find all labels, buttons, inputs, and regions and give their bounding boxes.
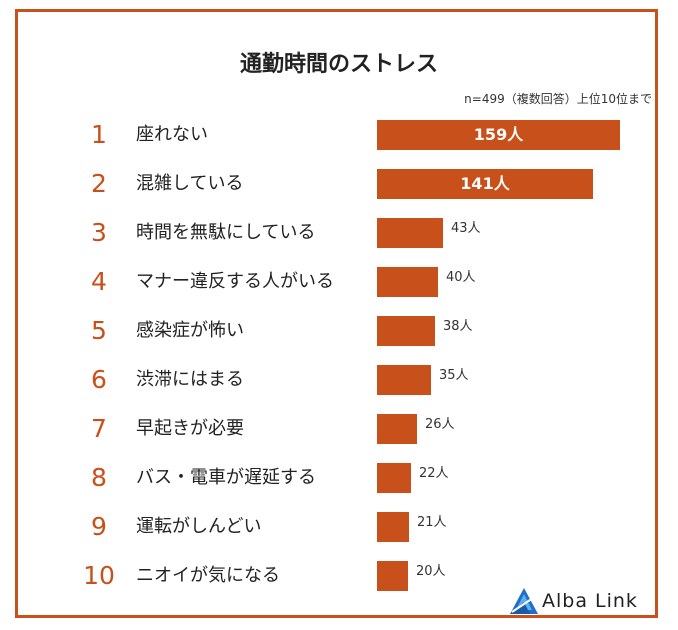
value-label: 21人: [417, 515, 447, 530]
bar-row: 4 マナー違反する人がいる 40人: [0, 267, 678, 297]
chart-title: 通勤時間のストレス: [239, 52, 438, 77]
chart-frame: [15, 9, 658, 618]
rank-number: 8: [91, 463, 107, 492]
value-label: 26人: [425, 417, 455, 432]
category-label: バス・電車が遅延する: [136, 467, 316, 488]
category-label: ニオイが気になる: [136, 565, 280, 586]
value-label: 35人: [439, 368, 469, 383]
bar: [377, 414, 417, 444]
category-label: マナー違反する人がいる: [136, 271, 334, 292]
bar-row: 6 渋滞にはまる 35人: [0, 365, 678, 395]
bar-row: 7 早起きが必要 26人: [0, 414, 678, 444]
category-label: 時間を無駄にしている: [136, 222, 316, 243]
rank-number: 10: [83, 561, 115, 590]
bar: [377, 218, 443, 248]
bar-row: 5 感染症が怖い 38人: [0, 316, 678, 346]
value-label: 40人: [446, 270, 476, 285]
rank-number: 4: [91, 267, 107, 296]
bar: [377, 120, 620, 150]
value-label: 20人: [416, 564, 446, 579]
bar: [377, 463, 411, 493]
category-label: 早起きが必要: [136, 418, 244, 439]
bar: [377, 512, 409, 542]
bar: [377, 365, 431, 395]
rank-number: 7: [91, 414, 107, 443]
bar: [377, 316, 435, 346]
rank-number: 2: [91, 169, 107, 198]
brand-logo: Alba Link: [508, 586, 658, 618]
value-label: 22人: [419, 466, 449, 481]
rank-number: 5: [91, 316, 107, 345]
bar-row: 8 バス・電車が遅延する 22人: [0, 463, 678, 493]
category-label: 混雑している: [136, 173, 244, 194]
bar-row: 9 運転がしんどい 21人: [0, 512, 678, 542]
value-label: 38人: [443, 319, 473, 334]
category-label: 運転がしんどい: [136, 516, 262, 537]
value-label: 141人: [460, 174, 510, 193]
bar: [377, 561, 408, 591]
category-label: 渋滞にはまる: [136, 369, 244, 390]
rank-number: 6: [91, 365, 107, 394]
rank-number: 3: [91, 218, 107, 247]
sample-note: n=499（複数回答）上位10位まで: [464, 92, 652, 106]
rank-number: 1: [91, 120, 107, 149]
rank-number: 9: [91, 512, 107, 541]
bar-row: 3 時間を無駄にしている 43人: [0, 218, 678, 248]
bar-row: 1 座れない 159人: [0, 120, 678, 150]
alba-link-logo-icon: [510, 588, 538, 614]
bar: [377, 267, 438, 297]
value-label: 159人: [473, 125, 524, 144]
bar: [377, 169, 593, 199]
brand-name: Alba Link: [542, 590, 638, 612]
category-label: 感染症が怖い: [136, 320, 244, 341]
bar-row: 10 ニオイが気になる 20人: [0, 561, 678, 591]
category-label: 座れない: [136, 124, 208, 145]
value-label: 43人: [451, 221, 481, 236]
bar-row: 2 混雑している 141人: [0, 169, 678, 199]
